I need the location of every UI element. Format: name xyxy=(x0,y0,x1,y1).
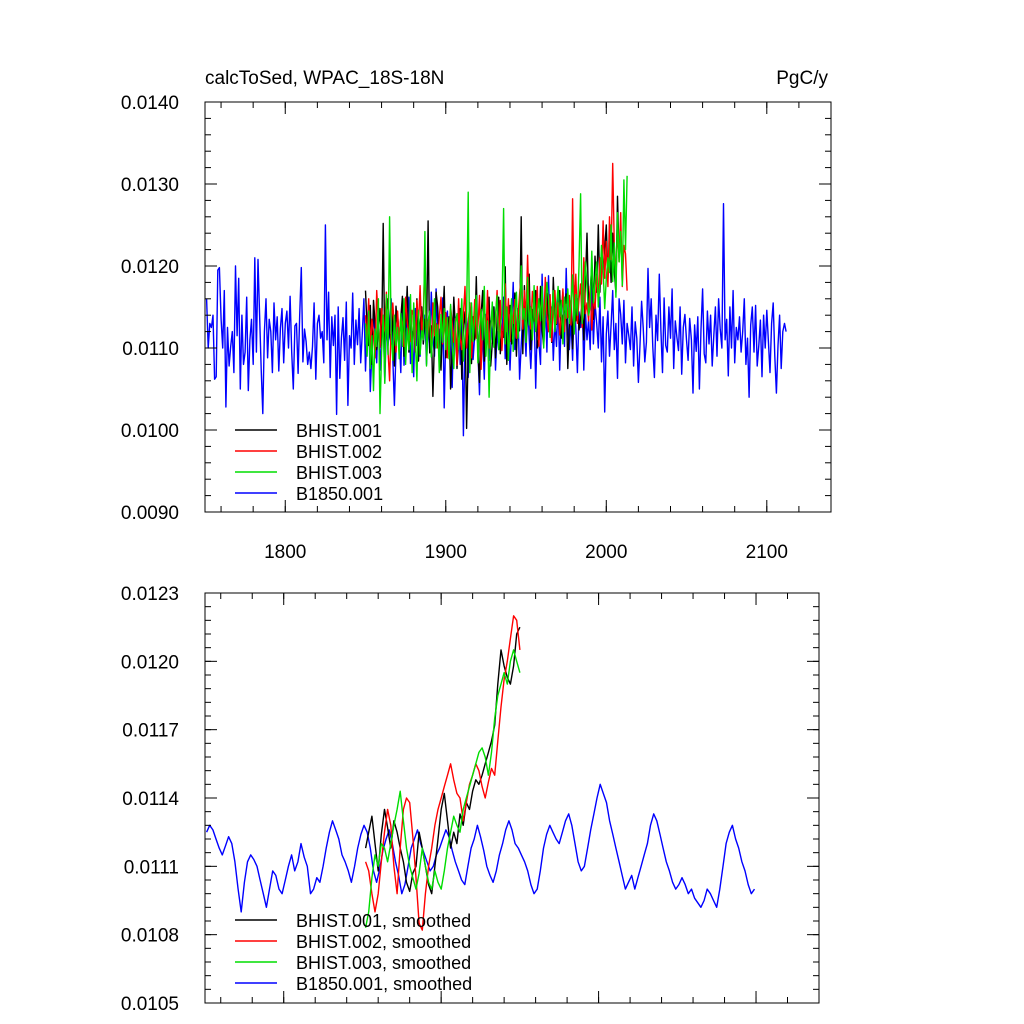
series-line-bhist-003 xyxy=(364,649,521,928)
upper-units-label: PgC/y xyxy=(776,68,828,89)
lower-series-layer xyxy=(205,615,756,931)
x-tick-label: 2100 xyxy=(746,542,788,563)
x-tick-label: 2000 xyxy=(585,542,627,563)
upper-tick-layer: 0.0090 0.0100 0.0110 0.0120 0.0130 0.0140 1800… xyxy=(121,93,832,563)
x-tick-label: 1900 xyxy=(425,542,467,563)
legend-label: BHIST.002, smoothed xyxy=(296,932,471,952)
lower-plot-frame xyxy=(204,592,820,1004)
y-tick-label: 0.0111 xyxy=(124,857,179,878)
y-tick-label: 0.0105 xyxy=(121,994,179,1015)
y-tick-label: 0.0100 xyxy=(121,421,179,442)
legend-label: BHIST.003 xyxy=(296,463,382,483)
y-tick-label: 0.0108 xyxy=(121,926,179,947)
y-tick-label: 0.0130 xyxy=(121,175,179,196)
y-tick-label: 0.0110 xyxy=(122,339,179,360)
series-line-b1850-001 xyxy=(205,202,787,437)
lower-tick-layer: 0.0105 0.0108 0.0111 0.0114 0.0117 0.0120 0.01… xyxy=(121,584,820,1015)
legend-label: B1850.001, smoothed xyxy=(296,974,472,994)
y-tick-label: 0.0120 xyxy=(121,257,179,278)
y-tick-label: 0.0090 xyxy=(121,503,179,524)
series-line-bhist-003 xyxy=(364,175,628,415)
legend-label: BHIST.003, smoothed xyxy=(296,953,471,973)
legend-label: B1850.001 xyxy=(296,484,383,504)
lower-panel: 0.0105 0.0108 0.0111 0.0114 0.0117 0.0120 0.01… xyxy=(121,584,820,1015)
y-tick-label: 0.0140 xyxy=(121,93,179,114)
upper-chart-title: calcToSed, WPAC_18S-18N xyxy=(205,68,444,89)
y-tick-label: 0.0114 xyxy=(122,789,179,810)
y-tick-label: 0.0123 xyxy=(121,584,179,605)
legend-label: BHIST.001, smoothed xyxy=(296,911,471,931)
upper-series-layer xyxy=(205,162,787,437)
legend-label: BHIST.001 xyxy=(296,421,382,441)
y-tick-label: 0.0117 xyxy=(122,721,179,742)
legend-label: BHIST.002 xyxy=(296,442,382,462)
x-tick-label: 1800 xyxy=(264,542,306,563)
y-tick-label: 0.0120 xyxy=(121,652,179,673)
upper-panel: calcToSed, WPAC_18S-18N PgC/y 0.0090 0.01… xyxy=(121,68,832,563)
series-line-bhist-002 xyxy=(364,615,521,931)
upper-plot-frame xyxy=(204,101,832,513)
series-line-b1850-001 xyxy=(205,783,756,913)
